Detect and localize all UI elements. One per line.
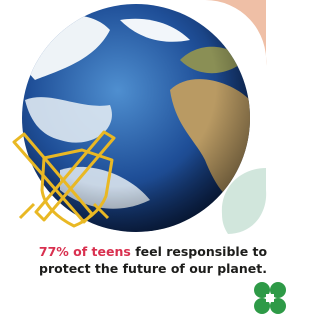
clover-logo: [254, 282, 286, 314]
globe: [20, 4, 250, 232]
artwork: [0, 0, 304, 333]
caption: 77% of teens feel responsible to protect…: [22, 243, 284, 277]
infographic: 77% of teens feel responsible to protect…: [0, 0, 304, 333]
highlight: 77% of teens: [39, 244, 131, 259]
